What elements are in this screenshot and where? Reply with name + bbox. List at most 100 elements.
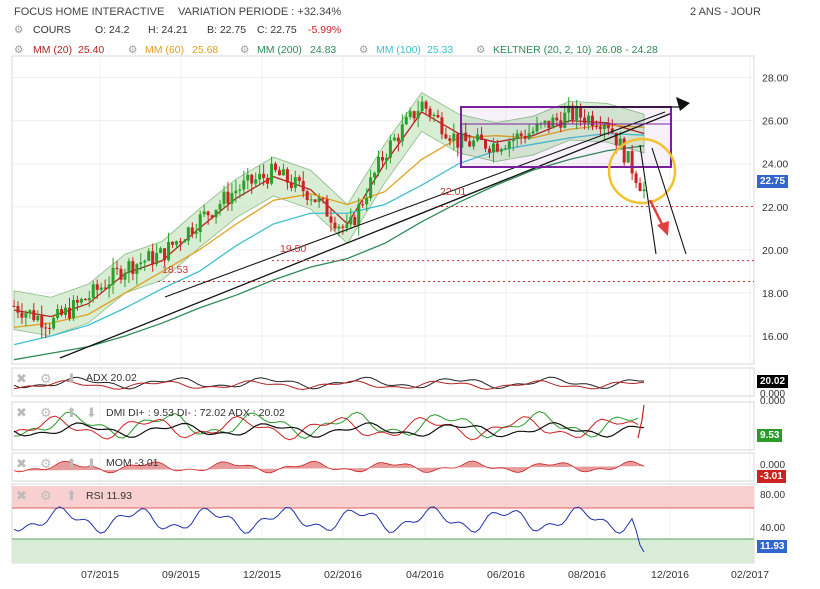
candle-body <box>95 284 99 290</box>
candle-body <box>198 214 202 233</box>
red-arrow-shaft <box>648 199 666 229</box>
legend-close: C: 22.75 <box>257 24 297 36</box>
gear-icon[interactable]: ⚙ <box>40 488 52 503</box>
legend-mm60: MM (60) <box>145 44 185 56</box>
rsi-line <box>13 506 645 553</box>
legend-change: -5.99% <box>308 24 342 36</box>
candle-body <box>614 132 618 146</box>
x-tick-label: 07/2015 <box>81 569 119 581</box>
candle-body <box>634 173 638 184</box>
candle-body <box>507 141 511 149</box>
candle-body <box>270 163 274 184</box>
panel-frame-2 <box>11 452 755 482</box>
breakout-arrowhead <box>676 97 690 111</box>
legend-cours: COURS <box>33 24 71 36</box>
close-icon[interactable]: ✖ <box>16 371 27 386</box>
legend-mm20: MM (20) <box>33 44 73 56</box>
arrow-up-icon[interactable]: ⬆ <box>66 405 77 420</box>
arrow-down-icon[interactable]: ⬇ <box>86 405 97 420</box>
gear-icon[interactable]: ⚙ <box>40 405 52 420</box>
candle-body <box>71 300 75 319</box>
legend-mm100-value: 25.33 <box>427 44 454 56</box>
candle-body <box>499 149 503 152</box>
candle-body <box>301 180 305 192</box>
dmi-minus-spike <box>637 404 645 439</box>
settings-icon[interactable]: ⚙ <box>14 24 24 36</box>
arrow-up-icon[interactable]: ⬆ <box>66 456 77 471</box>
candle-body <box>289 182 293 188</box>
candle-body <box>630 151 634 174</box>
arrow-up-icon[interactable]: ⬆ <box>66 488 77 503</box>
candle-body <box>579 107 583 118</box>
candle-body <box>321 198 325 200</box>
candle-body <box>587 115 591 124</box>
x-tick-label: 04/2016 <box>406 569 444 581</box>
candle-body <box>44 327 48 329</box>
candle-body <box>238 189 242 191</box>
adx-axis-zero: 0.000 <box>760 389 786 400</box>
adx-signal-line <box>13 380 645 391</box>
dmi-value-tag: 9.53 <box>757 429 783 442</box>
candle-body <box>484 139 488 149</box>
candle-body <box>36 315 40 321</box>
candle-body <box>317 198 321 203</box>
gear-icon[interactable]: ⚙ <box>40 456 52 471</box>
x-axis: 07/2015 09/2015 12/2015 02/2016 04/2016 06/20… <box>81 569 769 581</box>
candle-body <box>476 134 480 141</box>
candle-body <box>186 227 190 241</box>
close-icon[interactable]: ✖ <box>16 405 27 420</box>
gear-icon[interactable]: ⚙ <box>40 371 52 386</box>
x-tick-label: 08/2016 <box>568 569 606 581</box>
close-icon[interactable]: ✖ <box>16 456 27 471</box>
candle-body <box>67 307 71 319</box>
candle-body <box>155 252 159 265</box>
y-tick-label: 22.00 <box>762 202 788 214</box>
candle-body <box>563 112 567 128</box>
settings-icon[interactable]: ⚙ <box>359 44 369 56</box>
candle-body <box>202 211 206 215</box>
close-icon[interactable]: ✖ <box>16 488 27 503</box>
indicator-panels <box>11 367 755 564</box>
candle-body <box>642 189 646 192</box>
candle-body <box>131 261 135 274</box>
candle-body <box>349 216 353 225</box>
candle-body <box>147 251 151 261</box>
candle-body <box>384 157 388 161</box>
candle-body <box>32 310 36 321</box>
candles <box>12 95 646 339</box>
support-lines <box>158 206 754 283</box>
arrow-down-icon[interactable]: ⬇ <box>66 371 77 386</box>
settings-icon[interactable]: ⚙ <box>14 44 24 56</box>
highlight-circle <box>607 137 677 205</box>
candle-body <box>234 190 238 194</box>
candle-body <box>400 124 404 142</box>
candle-body <box>571 105 575 120</box>
candle-body <box>357 204 361 226</box>
candle-body <box>178 241 182 243</box>
legend-mm200: MM (200) <box>257 44 302 56</box>
candle-body <box>491 143 495 153</box>
candle-body <box>515 133 519 139</box>
candle-body <box>622 138 626 163</box>
candle-body <box>309 199 313 201</box>
candle-body <box>543 120 547 124</box>
adx-value-tag: 20.02 <box>757 375 789 388</box>
candle-body <box>16 306 20 313</box>
candle-body <box>464 132 468 142</box>
y-tick-label: 24.00 <box>762 159 788 171</box>
settings-icon[interactable]: ⚙ <box>240 44 250 56</box>
candle-body <box>246 174 250 181</box>
settings-icon[interactable]: ⚙ <box>128 44 138 56</box>
candle-body <box>432 114 436 116</box>
candle-body <box>56 309 60 318</box>
projection-line-b <box>651 147 687 255</box>
candle-body <box>575 107 579 120</box>
arrow-down-icon[interactable]: ⬇ <box>86 456 97 471</box>
candle-body <box>428 108 432 116</box>
candle-body <box>274 163 278 171</box>
candle-body <box>396 137 400 142</box>
candle-body <box>392 137 396 141</box>
settings-icon[interactable]: ⚙ <box>476 44 486 56</box>
